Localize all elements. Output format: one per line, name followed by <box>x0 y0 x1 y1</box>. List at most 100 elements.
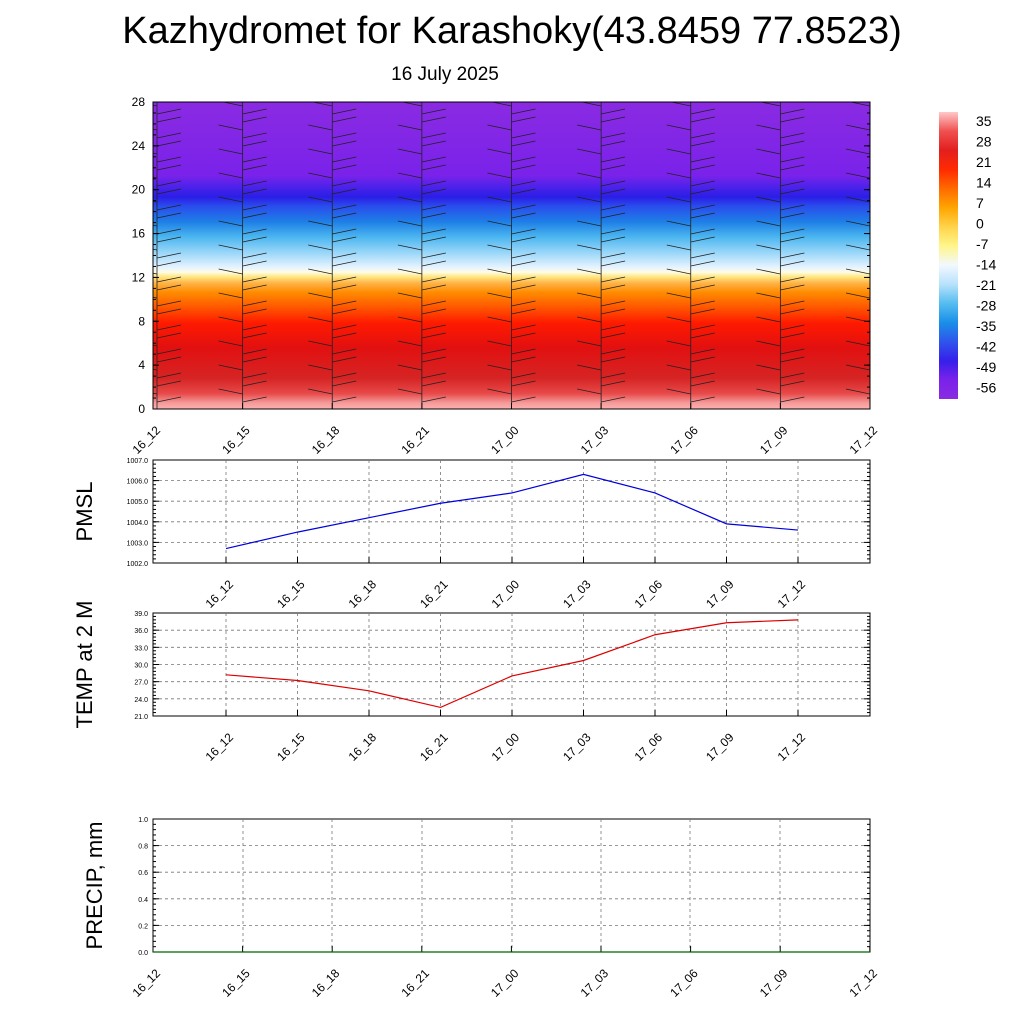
wind-barb <box>511 308 536 315</box>
wind-barb <box>690 260 715 267</box>
wind-barb <box>156 164 182 171</box>
x-tick-label: 17_09 <box>703 577 737 611</box>
wind-barb <box>156 284 182 291</box>
wind-barb <box>666 172 691 179</box>
wind-barb <box>487 124 512 131</box>
wind-barb <box>756 124 781 131</box>
wind-barb <box>601 284 626 291</box>
x-tick-label: 16_18 <box>309 966 343 1000</box>
wind-barb <box>869 241 870 242</box>
wind-barb <box>690 180 715 187</box>
wind-barb <box>156 324 182 331</box>
wind-barb <box>308 340 333 347</box>
wind-barb <box>242 236 267 243</box>
wind-barb <box>218 268 243 275</box>
wind-barb <box>845 292 870 299</box>
wind-barb <box>690 108 715 115</box>
colorbar-label: 14 <box>976 174 992 190</box>
wind-barb <box>690 308 715 315</box>
wind-barb <box>242 252 267 259</box>
pmsl-panel: 1002.0 1003.0 1004.0 1005.0 1006.0 1007.0 PMSL… <box>72 458 871 611</box>
wind-barb <box>690 276 715 283</box>
wind-barb <box>601 260 626 267</box>
gridlines <box>153 613 870 716</box>
wind-barb <box>487 292 512 299</box>
wind-barb <box>242 380 267 387</box>
y-tick-label: 1003.0 <box>127 540 149 547</box>
wind-barb <box>308 364 333 371</box>
wind-barbs <box>153 102 870 409</box>
wind-barb <box>332 164 357 171</box>
wind-barb <box>421 228 446 235</box>
wind-barb <box>690 380 715 387</box>
wind-barb <box>397 292 422 299</box>
wind-barb <box>601 324 626 331</box>
wind-barb <box>242 300 267 307</box>
wind-barb <box>780 132 805 139</box>
wind-barb <box>221 102 243 107</box>
wind-barb <box>845 220 870 227</box>
y-tick-label: 8 <box>138 314 145 328</box>
wind-barb <box>511 140 536 147</box>
wind-barb <box>487 268 512 275</box>
wind-barb <box>218 340 243 347</box>
wind-barb <box>487 148 512 155</box>
wind-barb <box>332 252 357 259</box>
colorbar-label: 28 <box>976 133 992 149</box>
wind-barb <box>601 188 626 195</box>
wind-barb <box>156 108 182 115</box>
wind-barb <box>421 356 446 363</box>
wind-barb <box>780 108 805 115</box>
wind-barb <box>397 196 422 203</box>
wind-barb <box>218 196 243 203</box>
wind-barb <box>690 396 715 403</box>
colorbar-label: -56 <box>976 379 996 395</box>
y-tick-label: 24 <box>132 139 146 153</box>
wind-barb <box>332 212 357 219</box>
wind-barb <box>869 169 870 170</box>
y-tick-label: 16 <box>132 227 146 241</box>
wind-barb <box>756 196 781 203</box>
wind-barb <box>845 124 870 131</box>
wind-barb <box>601 180 626 187</box>
wind-barb <box>666 220 691 227</box>
wind-barb <box>869 385 870 386</box>
wind-barb <box>242 372 267 379</box>
wind-barb <box>218 172 243 179</box>
wind-barb <box>511 212 536 219</box>
colorbar-label: 7 <box>976 195 984 211</box>
wind-barb <box>421 324 446 331</box>
wind-barb <box>332 156 357 163</box>
x-tick-label: 17_12 <box>775 730 809 764</box>
x-tick-label: 16_15 <box>219 966 253 1000</box>
wind-barb <box>666 196 691 203</box>
wind-barb <box>421 396 446 403</box>
wind-barb <box>869 121 870 122</box>
wind-barb <box>845 172 870 179</box>
x-tick-label: 16_18 <box>346 730 380 764</box>
colorbar-label: -7 <box>976 236 989 252</box>
wind-barb <box>666 340 691 347</box>
panel-frame <box>152 612 871 717</box>
wind-barb <box>242 188 267 195</box>
wind-barb <box>332 180 357 187</box>
wind-barb <box>756 268 781 275</box>
wind-barb <box>308 388 333 395</box>
wind-barb <box>780 116 805 123</box>
y-tick-label: 12 <box>132 270 146 284</box>
wind-barb <box>421 276 446 283</box>
y-tick-label: 20 <box>132 183 146 197</box>
wind-barb <box>869 209 870 210</box>
wind-barb <box>511 204 536 211</box>
wind-barb <box>332 300 357 307</box>
wind-barb <box>421 236 446 243</box>
y-tick-label: 0 <box>138 402 145 416</box>
colorbar-label: -21 <box>976 277 996 293</box>
wind-barb <box>511 188 536 195</box>
wind-barb <box>869 289 870 290</box>
wind-barb <box>690 116 715 123</box>
wind-barb <box>756 388 781 395</box>
wind-barb <box>242 324 267 331</box>
precip-panel: 0.0 0.2 0.4 0.6 0.8 1.0 PRECIP, mm 16_12 16_15 16… <box>82 817 880 1000</box>
wind-barb <box>308 172 333 179</box>
